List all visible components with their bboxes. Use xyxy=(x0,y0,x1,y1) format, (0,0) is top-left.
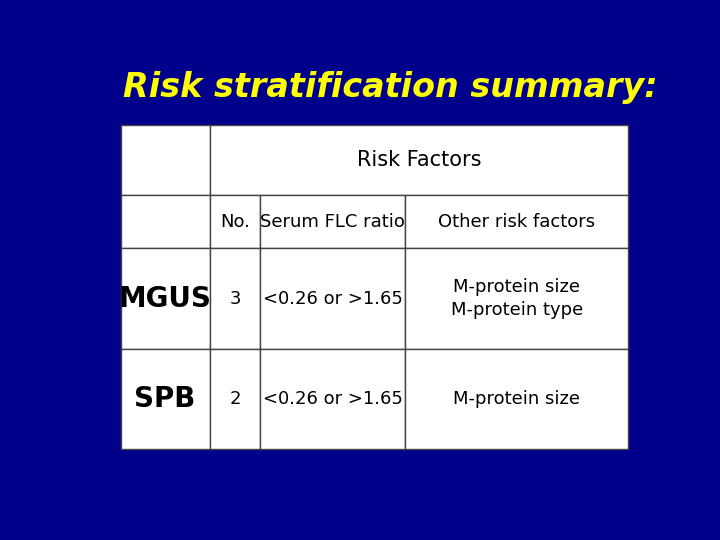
Text: Other risk factors: Other risk factors xyxy=(438,213,595,231)
Text: Risk Factors: Risk Factors xyxy=(357,150,481,170)
Bar xyxy=(405,349,629,449)
Bar xyxy=(210,125,629,195)
Bar xyxy=(121,195,210,248)
Bar xyxy=(121,349,210,449)
Text: 3: 3 xyxy=(229,289,240,308)
Bar xyxy=(405,195,629,248)
Text: No.: No. xyxy=(220,213,250,231)
Text: MGUS: MGUS xyxy=(119,285,212,313)
Bar xyxy=(121,248,210,349)
Text: <0.26 or >1.65: <0.26 or >1.65 xyxy=(263,289,402,308)
Text: M-protein size: M-protein size xyxy=(454,390,580,408)
Text: Risk stratification summary:: Risk stratification summary: xyxy=(124,71,658,104)
Bar xyxy=(210,349,261,449)
Bar xyxy=(210,248,261,349)
Text: Serum FLC ratio: Serum FLC ratio xyxy=(260,213,405,231)
Bar xyxy=(121,125,210,195)
Text: SPB: SPB xyxy=(135,385,196,413)
Bar xyxy=(261,248,405,349)
Text: <0.26 or >1.65: <0.26 or >1.65 xyxy=(263,390,402,408)
Bar xyxy=(405,248,629,349)
Bar xyxy=(210,195,261,248)
Bar xyxy=(261,349,405,449)
Bar xyxy=(261,195,405,248)
Text: M-protein size
M-protein type: M-protein size M-protein type xyxy=(451,278,583,319)
Text: 2: 2 xyxy=(229,390,240,408)
